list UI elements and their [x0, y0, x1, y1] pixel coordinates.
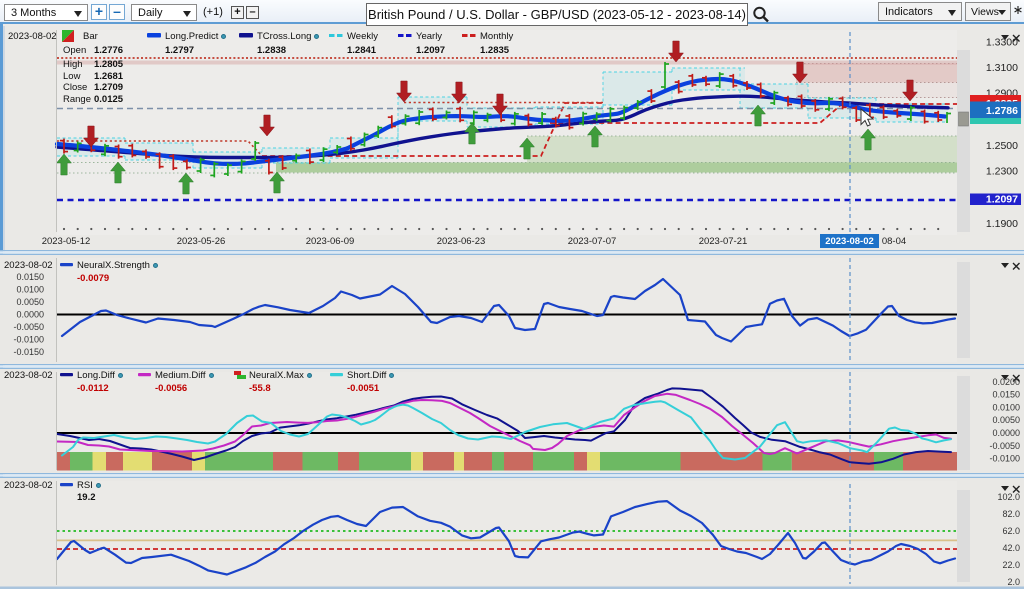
svg-text:08-04: 08-04 [882, 236, 906, 247]
svg-text:102.0: 102.0 [997, 492, 1020, 502]
svg-text:0.0150: 0.0150 [16, 272, 44, 282]
svg-text:42.0: 42.0 [1002, 543, 1020, 553]
svg-text:-0.0100: -0.0100 [13, 335, 44, 345]
svg-text:2023-07-07: 2023-07-07 [568, 236, 617, 247]
svg-text:0.0150: 0.0150 [992, 390, 1020, 400]
svg-text:82.0: 82.0 [1002, 509, 1020, 519]
svg-text:1.2786: 1.2786 [986, 105, 1018, 117]
svg-text:1.2835: 1.2835 [986, 98, 1018, 110]
svg-text:0.0050: 0.0050 [16, 297, 44, 307]
svg-text:1.2500: 1.2500 [986, 140, 1018, 152]
svg-text:0.0100: 0.0100 [16, 285, 44, 295]
svg-text:1.3300: 1.3300 [986, 37, 1018, 49]
svg-text:2023-06-09: 2023-06-09 [306, 236, 355, 247]
svg-text:0.0100: 0.0100 [992, 402, 1020, 412]
svg-text:1.3100: 1.3100 [986, 62, 1018, 74]
svg-text:-0.0100: -0.0100 [989, 454, 1020, 464]
svg-text:0.0000: 0.0000 [16, 310, 44, 320]
svg-text:0.0200: 0.0200 [992, 377, 1020, 387]
svg-text:2023-07-21: 2023-07-21 [699, 236, 748, 247]
svg-text:1.2300: 1.2300 [986, 166, 1018, 178]
svg-text:-0.0050: -0.0050 [989, 441, 1020, 451]
svg-text:2023-08-02: 2023-08-02 [825, 236, 874, 247]
svg-text:2023-05-26: 2023-05-26 [177, 236, 226, 247]
svg-text:22.0: 22.0 [1002, 560, 1020, 570]
svg-text:-0.0150: -0.0150 [13, 347, 44, 357]
svg-text:2023-05-12: 2023-05-12 [42, 236, 91, 247]
svg-text:-0.0050: -0.0050 [13, 322, 44, 332]
svg-text:1.2097: 1.2097 [986, 194, 1018, 206]
svg-text:2.0: 2.0 [1007, 577, 1020, 587]
svg-text:0.0050: 0.0050 [992, 415, 1020, 425]
svg-text:1.1900: 1.1900 [986, 218, 1018, 230]
svg-text:2023-06-23: 2023-06-23 [437, 236, 486, 247]
svg-text:0.0000: 0.0000 [992, 428, 1020, 438]
svg-text:62.0: 62.0 [1002, 526, 1020, 536]
